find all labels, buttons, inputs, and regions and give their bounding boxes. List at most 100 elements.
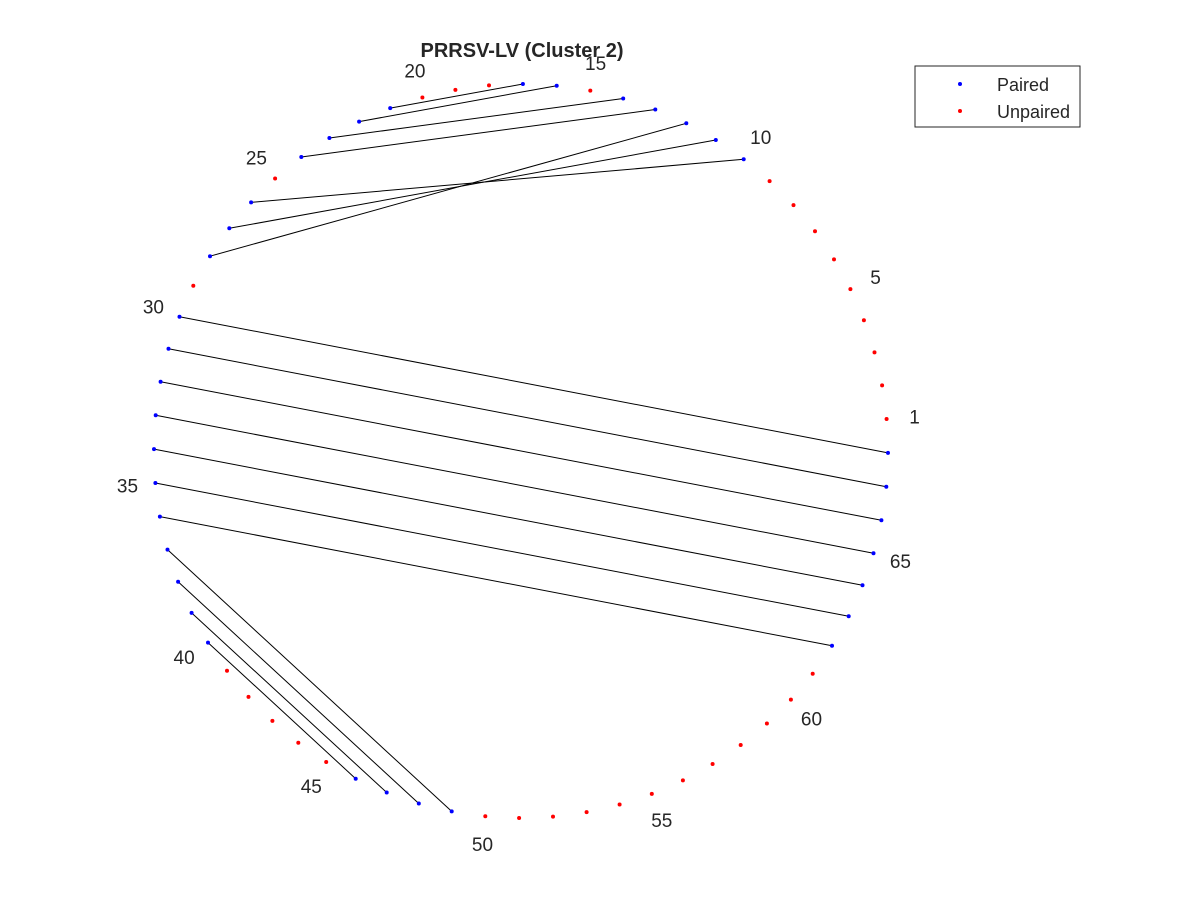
pair-line-35-63	[155, 482, 849, 617]
pair-line-16-22	[359, 85, 557, 123]
position-label-1: 1	[909, 408, 920, 429]
unpaired-point-52	[551, 814, 555, 819]
paired-point-10	[741, 157, 746, 162]
unpaired-point-5	[848, 287, 853, 292]
paired-point-12	[684, 121, 689, 126]
paired-point-68	[886, 450, 890, 455]
position-label-55: 55	[651, 811, 672, 832]
paired-point-11	[713, 138, 718, 142]
position-label-65: 65	[890, 552, 911, 573]
position-label-60: 60	[801, 710, 822, 731]
paired-point-21	[388, 106, 393, 111]
paired-point-47	[384, 790, 389, 795]
paired-point-63	[846, 614, 851, 619]
unpaired-point-55	[649, 791, 654, 796]
legend: Paired Unpaired	[914, 65, 1081, 128]
position-label-45: 45	[301, 777, 322, 798]
paired-point-39	[189, 610, 194, 615]
legend-unpaired-marker	[958, 109, 962, 113]
paired-point-27	[227, 226, 232, 231]
unpaired-point-51	[517, 816, 522, 820]
pair-line-30-68	[179, 316, 889, 454]
position-label-20: 20	[404, 62, 425, 83]
unpaired-point-9	[767, 179, 772, 184]
nucleotide-points	[152, 82, 890, 820]
paired-point-33	[153, 413, 158, 418]
unpaired-point-58	[738, 743, 743, 747]
paired-point-48	[416, 801, 421, 806]
unpaired-point-42	[246, 694, 251, 699]
unpaired-point-57	[710, 762, 715, 766]
unpaired-point-4	[861, 318, 866, 323]
pair-line-13-24	[301, 109, 656, 158]
paired-point-24	[299, 155, 304, 159]
unpaired-point-53	[584, 810, 589, 815]
legend-paired-marker	[958, 82, 962, 86]
unpaired-point-45	[324, 760, 329, 764]
paired-point-14	[621, 96, 626, 101]
paired-point-37	[165, 547, 170, 552]
position-label-40: 40	[174, 648, 195, 669]
legend-unpaired-label: Unpaired	[997, 102, 1070, 122]
unpaired-point-15	[588, 88, 593, 93]
pair-line-31-67	[168, 348, 887, 488]
pair-line-40-46	[207, 642, 357, 780]
pair-line-37-49	[167, 549, 453, 812]
position-label-5: 5	[870, 268, 881, 289]
paired-point-66	[879, 518, 884, 523]
unpaired-point-20	[420, 95, 425, 100]
pair-line-14-23	[329, 98, 624, 139]
pair-lines	[153, 83, 889, 812]
paired-point-17	[520, 82, 525, 86]
unpaired-point-60	[788, 697, 793, 702]
unpaired-point-43	[270, 718, 275, 723]
pair-line-34-64	[153, 448, 863, 586]
paired-point-64	[860, 583, 865, 588]
unpaired-point-6	[832, 257, 836, 262]
paired-point-22	[357, 119, 362, 124]
unpaired-point-50	[483, 814, 488, 819]
unpaired-point-29	[191, 283, 196, 288]
paired-point-23	[327, 136, 332, 140]
paired-point-32	[158, 379, 163, 384]
paired-point-46	[353, 776, 358, 781]
paired-point-38	[176, 579, 181, 584]
pair-line-12-28	[209, 122, 687, 257]
position-label-30: 30	[143, 297, 164, 318]
unpaired-point-8	[791, 203, 796, 208]
unpaired-point-1	[884, 417, 889, 421]
legend-paired-label: Paired	[997, 75, 1049, 95]
unpaired-point-2	[880, 383, 885, 388]
pair-line-38-48	[177, 581, 420, 804]
paired-point-67	[884, 484, 889, 489]
paired-point-49	[449, 809, 454, 814]
paired-point-30	[177, 314, 182, 319]
unpaired-point-18	[487, 83, 491, 88]
unpaired-point-61	[810, 671, 815, 676]
pair-line-17-21	[390, 83, 523, 109]
chart-title: PRRSV-LV (Cluster 2)	[421, 40, 624, 62]
paired-point-40	[206, 640, 210, 645]
paired-point-35	[153, 481, 158, 485]
position-label-35: 35	[117, 476, 138, 497]
position-label-25: 25	[246, 149, 267, 170]
paired-point-62	[830, 643, 834, 648]
pair-line-11-27	[229, 139, 716, 229]
pair-line-32-66	[160, 381, 882, 521]
unpaired-point-59	[764, 721, 769, 726]
paired-point-65	[871, 551, 876, 556]
unpaired-point-7	[813, 229, 817, 234]
position-label-10: 10	[750, 128, 771, 149]
paired-point-31	[166, 346, 171, 351]
pair-line-33-65	[155, 414, 874, 554]
legend-box	[914, 65, 1081, 128]
paired-point-13	[653, 107, 658, 112]
unpaired-point-54	[617, 802, 622, 807]
paired-point-34	[152, 447, 156, 452]
pair-line-39-47	[191, 612, 388, 793]
position-label-50: 50	[472, 835, 493, 856]
paired-point-36	[157, 514, 162, 519]
